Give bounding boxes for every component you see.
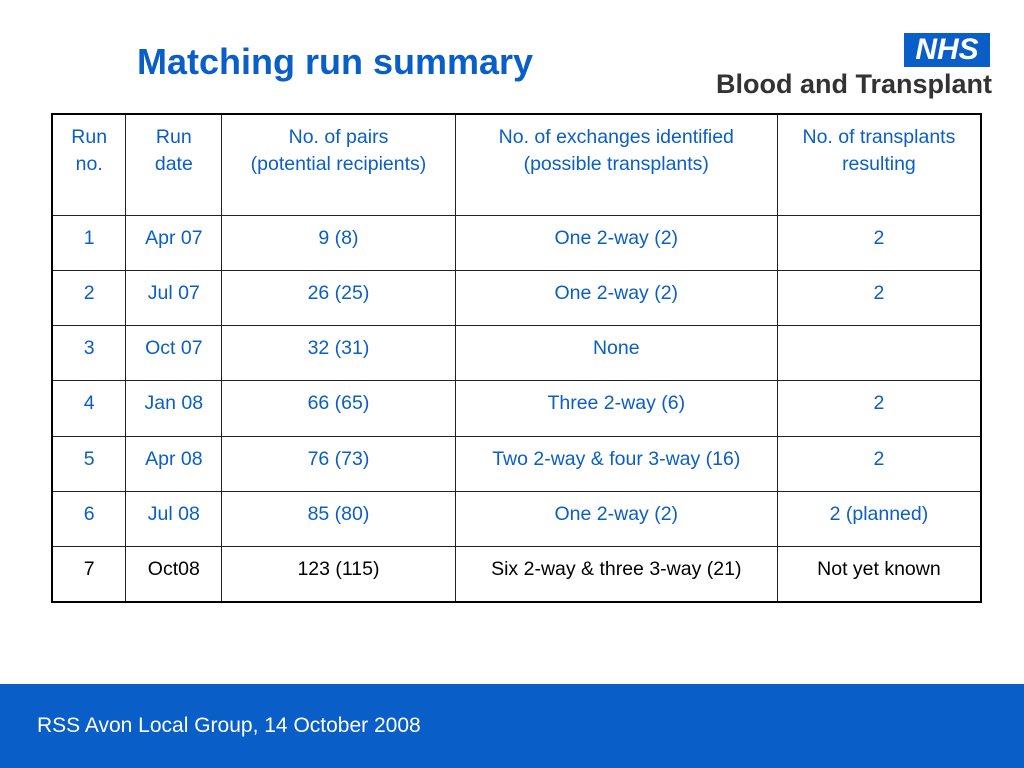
cell-exchanges: Two 2-way & four 3-way (16) xyxy=(454,435,778,492)
cell-run-no: 5 xyxy=(51,435,127,492)
cell-transplants: 2 xyxy=(776,435,982,492)
header-line: No. of pairs xyxy=(288,126,389,148)
cell-run-date: Apr 08 xyxy=(125,435,223,492)
table-row: 3 Oct 07 32 (31) None xyxy=(51,325,982,382)
header-line: (possible transplants) xyxy=(523,153,709,175)
cell-pairs: 85 (80) xyxy=(221,490,456,548)
cell-exchanges: One 2-way (2) xyxy=(454,490,778,548)
header-line: resulting xyxy=(842,153,916,175)
cell-pairs: 76 (73) xyxy=(221,435,456,492)
header-line: date xyxy=(154,153,193,175)
header-exchanges: No. of exchanges identified (possible tra… xyxy=(454,113,778,216)
cell-run-no: 3 xyxy=(51,325,127,382)
cell-run-no: 4 xyxy=(51,380,127,437)
cell-transplants: 2 xyxy=(776,269,982,327)
nhs-badge: NHS xyxy=(904,33,990,67)
cell-exchanges: Three 2-way (6) xyxy=(454,380,778,437)
cell-pairs: 66 (65) xyxy=(221,380,456,437)
cell-pairs: 32 (31) xyxy=(221,325,456,382)
footer-bar: RSS Avon Local Group, 14 October 2008 xyxy=(0,684,1024,768)
slide-title: Matching run summary xyxy=(137,41,534,82)
matching-run-table: Run no. Run date No. of pairs (potential re… xyxy=(51,113,982,604)
nhs-logo: NHS Blood and Transplant xyxy=(700,33,992,103)
cell-exchanges: None xyxy=(454,325,778,382)
cell-transplants: 2 xyxy=(776,380,982,437)
header-run-date: Run date xyxy=(125,113,223,216)
table-row: 5 Apr 08 76 (73) Two 2-way & four 3-way … xyxy=(51,435,982,492)
header-line: Run xyxy=(155,126,192,148)
header-line: (potential recipients) xyxy=(250,153,427,175)
organisation-name: Blood and Transplant xyxy=(715,69,992,99)
cell-run-date: Jul 07 xyxy=(125,269,223,327)
cell-exchanges: Six 2-way & three 3-way (21) xyxy=(454,546,778,603)
cell-run-date: Oct08 xyxy=(125,546,223,603)
table-row: 7 Oct08 123 (115) Six 2-way & three 3-wa… xyxy=(51,546,982,603)
cell-pairs: 26 (25) xyxy=(221,269,456,327)
table-header-row: Run no. Run date No. of pairs (potential re… xyxy=(51,113,982,216)
cell-pairs: 123 (115) xyxy=(221,546,456,603)
cell-transplants: 2 (planned) xyxy=(776,490,982,548)
header-run-no: Run no. xyxy=(51,113,127,216)
table-row: 1 Apr 07 9 (8) One 2-way (2) 2 xyxy=(51,214,982,271)
cell-pairs: 9 (8) xyxy=(221,214,456,271)
table-row: 6 Jul 08 85 (80) One 2-way (2) 2 (planne… xyxy=(51,490,982,548)
footer-text: RSS Avon Local Group, 14 October 2008 xyxy=(37,714,421,737)
header-line: No. of transplants xyxy=(802,126,956,148)
cell-exchanges: One 2-way (2) xyxy=(454,214,778,271)
cell-transplants: 2 xyxy=(776,214,982,271)
cell-exchanges: One 2-way (2) xyxy=(454,269,778,327)
cell-run-date: Apr 07 xyxy=(125,214,223,271)
header-line: no. xyxy=(75,153,103,175)
cell-run-no: 7 xyxy=(51,546,127,603)
header-transplants: No. of transplants resulting xyxy=(776,113,982,216)
table-row: 2 Jul 07 26 (25) One 2-way (2) 2 xyxy=(51,269,982,327)
cell-run-no: 6 xyxy=(51,490,127,548)
cell-run-date: Jan 08 xyxy=(125,380,223,437)
cell-run-no: 1 xyxy=(51,214,127,271)
nhs-badge-text: NHS xyxy=(915,33,979,66)
cell-transplants xyxy=(776,325,982,382)
cell-run-date: Oct 07 xyxy=(125,325,223,382)
cell-run-no: 2 xyxy=(51,269,127,327)
cell-run-date: Jul 08 xyxy=(125,490,223,548)
header-pairs: No. of pairs (potential recipients) xyxy=(221,113,456,216)
cell-transplants: Not yet known xyxy=(776,546,982,603)
header-line: Run xyxy=(71,126,108,148)
table-row: 4 Jan 08 66 (65) Three 2-way (6) 2 xyxy=(51,380,982,437)
header-line: No. of exchanges identified xyxy=(498,126,734,148)
